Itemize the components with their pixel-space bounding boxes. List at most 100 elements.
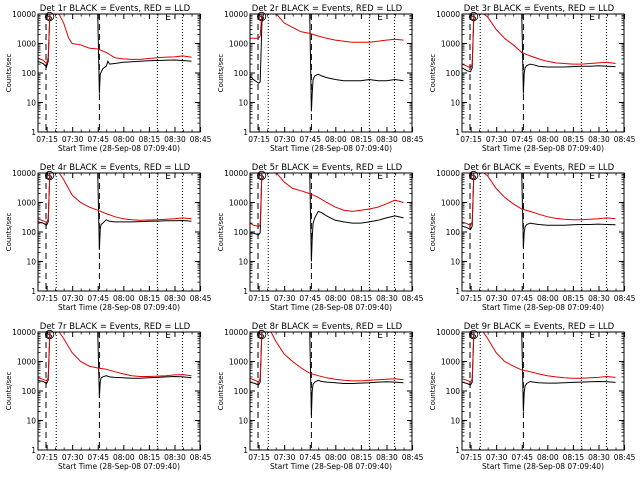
end-marker: E	[165, 172, 171, 182]
y-tick-label: 10	[238, 258, 248, 267]
x-tick-label: 07:30	[62, 453, 84, 462]
y-tick-label: 1	[31, 128, 36, 137]
y-tick-label: 1	[455, 128, 460, 137]
x-tick-label: 07:45	[299, 294, 321, 303]
series-lld	[250, 332, 404, 383]
y-axis-label: Counts/sec	[5, 213, 13, 252]
x-tick-label: 07:15	[460, 453, 482, 462]
y-tick-label: 10	[238, 417, 248, 426]
series-events	[462, 332, 616, 412]
x-tick-label: 08:30	[164, 294, 186, 303]
chart-title: Det 3r BLACK = Events, RED = LLD	[464, 4, 615, 14]
x-tick-label: 08:15	[563, 294, 585, 303]
series-lld	[462, 14, 616, 69]
x-tick-label: 07:30	[62, 294, 84, 303]
plot-frame	[37, 172, 201, 292]
chart-title: Det 6r BLACK = Events, RED = LLD	[464, 163, 615, 173]
x-tick-label: 07:45	[299, 135, 321, 144]
x-tick-label: 08:00	[537, 135, 559, 144]
y-axis-label: Counts/sec	[5, 372, 13, 411]
series-lld	[250, 173, 404, 228]
x-tick-label: 08:00	[325, 135, 347, 144]
x-tick-label: 08:30	[164, 135, 186, 144]
x-tick-label: 07:30	[274, 294, 296, 303]
series-lld	[38, 332, 192, 382]
end-marker: E	[377, 331, 383, 341]
end-marker: E	[589, 13, 595, 23]
x-tick-label: 07:30	[274, 135, 296, 144]
x-tick-label: 07:15	[248, 294, 270, 303]
y-tick-label: 10000	[12, 328, 36, 337]
x-axis-label: Start Time (28-Sep-08 07:09:40)	[482, 303, 604, 312]
x-tick-label: 08:00	[537, 294, 559, 303]
y-tick-label: 10000	[436, 169, 460, 178]
series-group	[250, 14, 404, 112]
y-tick-label: 1	[31, 446, 36, 455]
chart-title: Det 2r BLACK = Events, RED = LLD	[252, 4, 403, 14]
x-tick-label: 07:30	[486, 135, 508, 144]
x-tick-label: 08:15	[139, 135, 161, 144]
series-lld	[462, 173, 616, 226]
y-axis-label: Counts/sec	[429, 372, 437, 411]
y-tick-label: 1000	[229, 199, 248, 208]
x-tick-label: 07:30	[486, 453, 508, 462]
plot-frame	[249, 172, 413, 292]
y-tick-label: 100	[234, 69, 249, 78]
x-tick-label: 07:45	[87, 453, 109, 462]
x-tick-label: 08:45	[402, 294, 424, 303]
x-tick-label: 08:15	[351, 294, 373, 303]
y-tick-label: 1000	[229, 358, 248, 367]
x-tick-label: 08:15	[563, 453, 585, 462]
x-tick-label: 08:30	[588, 294, 610, 303]
y-tick-label: 10	[450, 99, 460, 108]
x-tick-label: 08:45	[190, 453, 212, 462]
x-tick-label: 08:30	[588, 453, 610, 462]
series-lld	[462, 332, 616, 383]
y-tick-label: 1000	[17, 40, 36, 49]
y-axis-label: Counts/sec	[217, 372, 225, 411]
y-axis-label: Counts/sec	[429, 213, 437, 252]
series-group	[38, 173, 192, 250]
y-axis-label: Counts/sec	[217, 213, 225, 252]
y-tick-label: 10	[238, 99, 248, 108]
x-tick-label: 07:45	[87, 294, 109, 303]
series-group	[462, 332, 616, 412]
series-events	[250, 14, 404, 112]
plot-frame	[249, 13, 413, 133]
x-tick-label: 08:00	[537, 453, 559, 462]
y-tick-label: 10	[26, 99, 36, 108]
y-tick-label: 10000	[12, 169, 36, 178]
x-tick-label: 07:30	[62, 135, 84, 144]
x-tick-label: 07:30	[486, 294, 508, 303]
x-tick-label: 07:15	[248, 453, 270, 462]
x-tick-label: 08:00	[113, 453, 135, 462]
x-tick-label: 08:00	[325, 294, 347, 303]
x-axis-label: Start Time (28-Sep-08 07:09:40)	[58, 303, 180, 312]
x-tick-label: 08:45	[614, 453, 636, 462]
y-tick-label: 10000	[436, 10, 460, 19]
end-marker: E	[377, 13, 383, 23]
chart-title: Det 8r BLACK = Events, RED = LLD	[252, 322, 403, 332]
y-axis-label: Counts/sec	[217, 54, 225, 93]
y-tick-label: 100	[22, 69, 37, 78]
series-lld	[250, 14, 404, 43]
x-tick-label: 07:15	[36, 135, 58, 144]
plot-frame	[37, 13, 201, 133]
y-tick-label: 1000	[441, 40, 460, 49]
series-events	[38, 332, 192, 398]
x-tick-label: 08:45	[190, 135, 212, 144]
series-group	[462, 173, 616, 248]
y-tick-label: 10000	[224, 169, 248, 178]
series-group	[462, 14, 616, 94]
x-tick-label: 07:15	[460, 294, 482, 303]
x-tick-label: 08:00	[113, 135, 135, 144]
series-events	[462, 173, 616, 248]
plot-frame	[461, 331, 625, 451]
y-tick-label: 1000	[441, 358, 460, 367]
y-tick-label: 1	[455, 287, 460, 296]
